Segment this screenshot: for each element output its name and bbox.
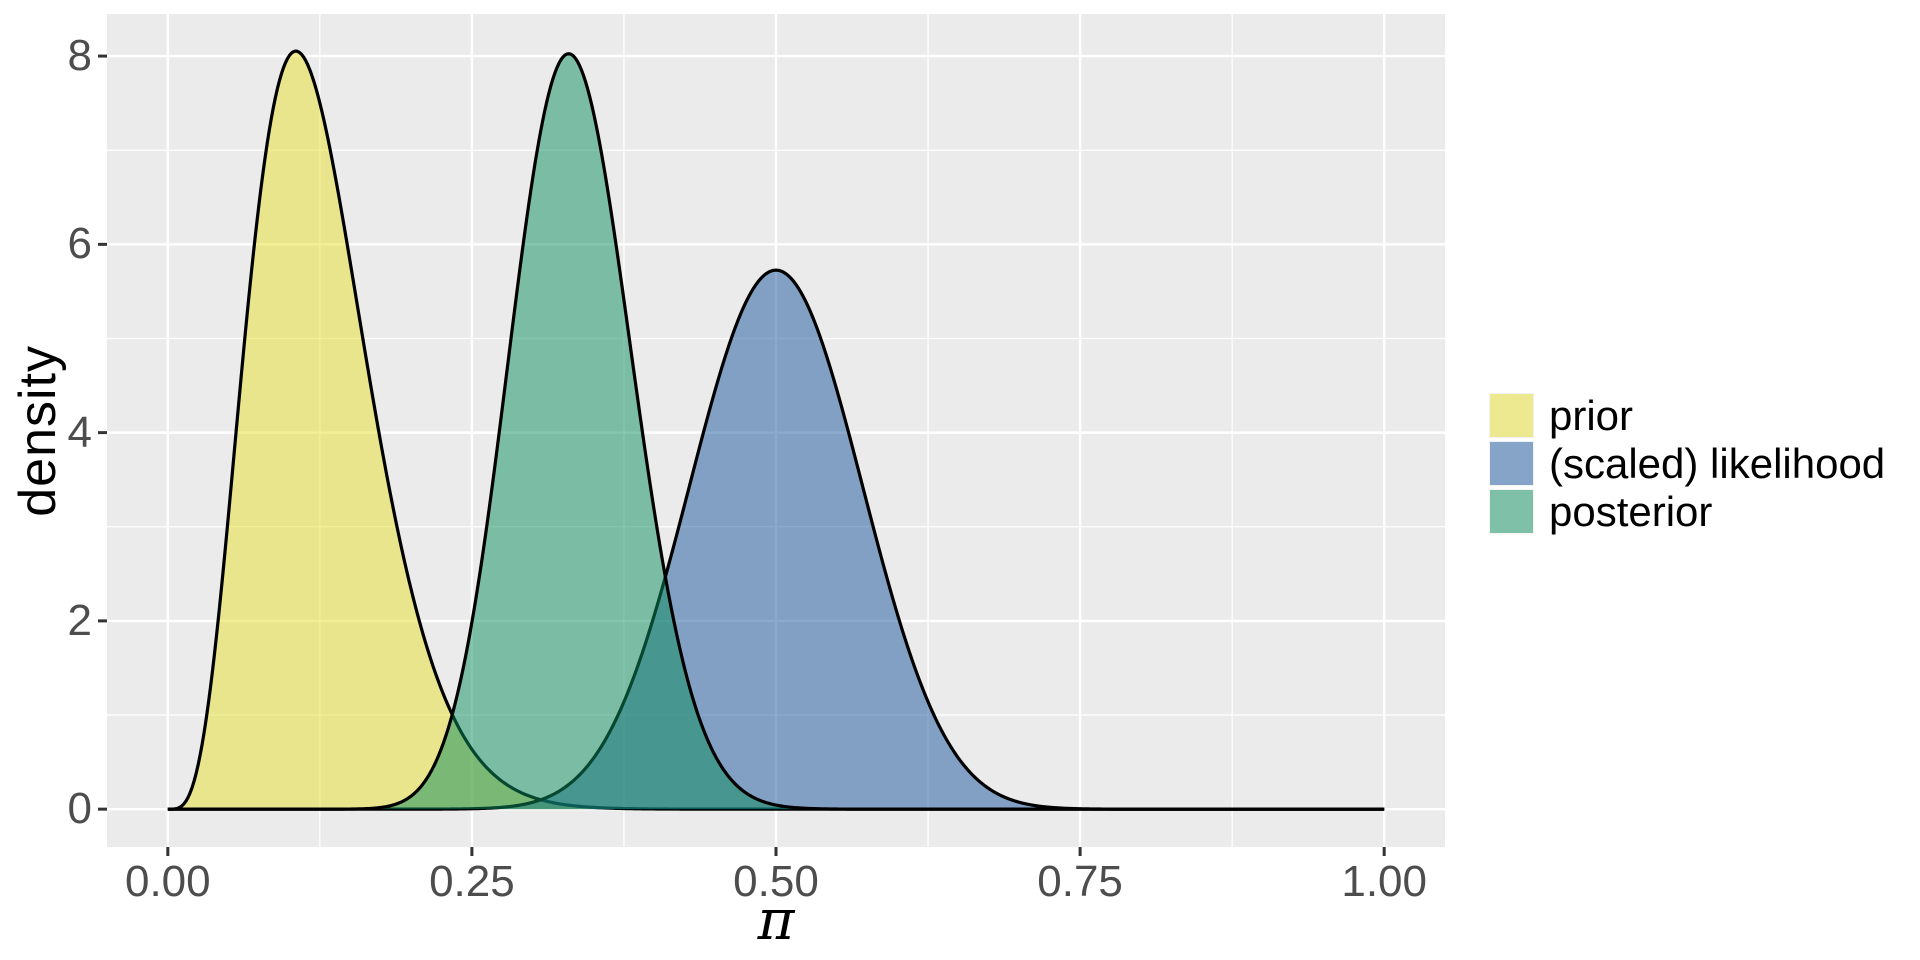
density-area--scaled-likelihood: [167, 270, 1385, 810]
legend-swatch-fill: [1490, 490, 1533, 533]
density-area-prior: [167, 51, 1385, 810]
legend-item-label: posterior: [1549, 487, 1713, 535]
legend: prior (scaled) likelihood posterior: [1489, 391, 1886, 537]
legend-swatch-likelihood: [1489, 441, 1534, 486]
x-axis-title: π: [757, 888, 795, 953]
legend-item-posterior: posterior: [1489, 487, 1885, 535]
legend-item-label: (scaled) likelihood: [1549, 439, 1886, 487]
y-axis-title: density: [9, 344, 67, 517]
legend-item-label: prior: [1549, 391, 1634, 439]
legend-swatch-fill: [1490, 442, 1533, 485]
density-outline-posterior: [167, 52, 1385, 811]
y-axis-title-wrap: density: [8, 14, 68, 847]
legend-swatch-prior: [1489, 393, 1534, 438]
legend-item-prior: prior: [1489, 391, 1885, 439]
legend-item-likelihood: (scaled) likelihood: [1489, 439, 1886, 487]
legend-swatch-fill: [1490, 394, 1533, 437]
legend-swatch-posterior: [1489, 489, 1534, 534]
